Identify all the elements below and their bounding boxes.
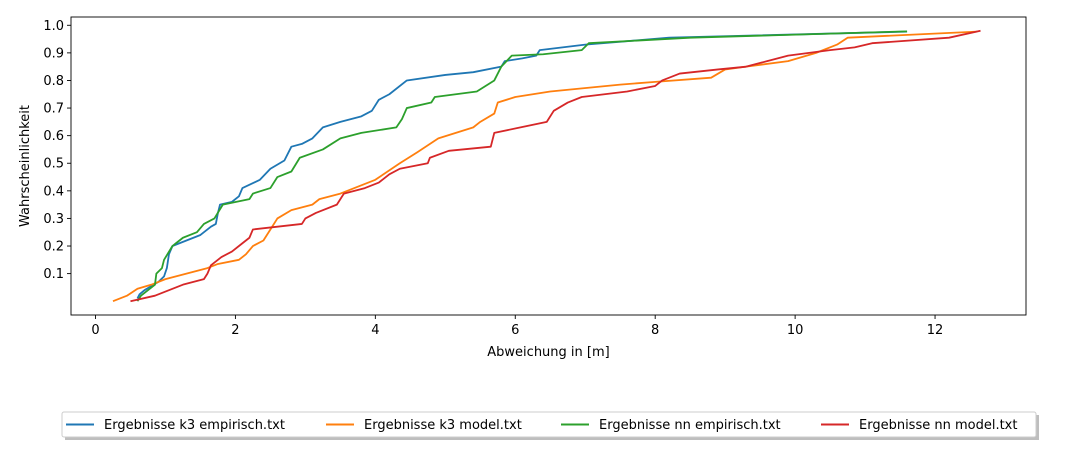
legend: Ergebnisse k3 empirisch.txt Ergebnisse k3… [61, 411, 1039, 440]
legend-label-1: Ergebnisse k3 empirisch.txt [104, 418, 285, 433]
x-axis-label: Abweichung in [m] [487, 345, 609, 360]
x-tick-label: 8 [651, 323, 659, 338]
legend-entries: Ergebnisse k3 empirisch.txt Ergebnisse k3… [66, 418, 1017, 433]
y-tick-label: 1.0 [43, 19, 64, 34]
x-tick-label: 4 [371, 323, 379, 338]
x-tick-label: 0 [91, 323, 99, 338]
y-tick-label: 0.9 [43, 46, 64, 61]
y-axis-label: Wahrscheinlichkeit [18, 105, 33, 227]
legend-label-2: Ergebnisse k3 model.txt [364, 418, 522, 433]
y-tick-label: 0.5 [43, 157, 64, 172]
series-line-3 [136, 30, 908, 302]
y-tick-label: 0.3 [43, 212, 64, 227]
series-layer [112, 29, 981, 303]
x-tick-label: 6 [511, 323, 519, 338]
y-tick-label: 0.2 [43, 240, 64, 255]
x-tick-label: 2 [231, 323, 239, 338]
series-line-4 [130, 29, 981, 303]
y-tick-label: 0.6 [43, 129, 64, 144]
legend-frame [61, 411, 1037, 438]
legend-label-4: Ergebnisse nn model.txt [859, 418, 1017, 433]
y-tick-label: 0.4 [43, 184, 64, 199]
y-tick-label: 0.7 [43, 102, 64, 117]
legend-label-3: Ergebnisse nn empirisch.txt [599, 418, 781, 433]
y-tick-label: 0.8 [43, 74, 64, 89]
y-tick-label: 0.1 [43, 267, 64, 282]
x-tick-label: 10 [787, 323, 804, 338]
x-axis: 0 2 4 6 8 10 12 [91, 315, 943, 338]
y-axis: 0.1 0.2 0.3 0.4 0.5 0.6 0.7 0.8 0.9 1.0 [43, 19, 71, 282]
plot-frame [70, 16, 1027, 316]
x-tick-label: 12 [927, 323, 944, 338]
